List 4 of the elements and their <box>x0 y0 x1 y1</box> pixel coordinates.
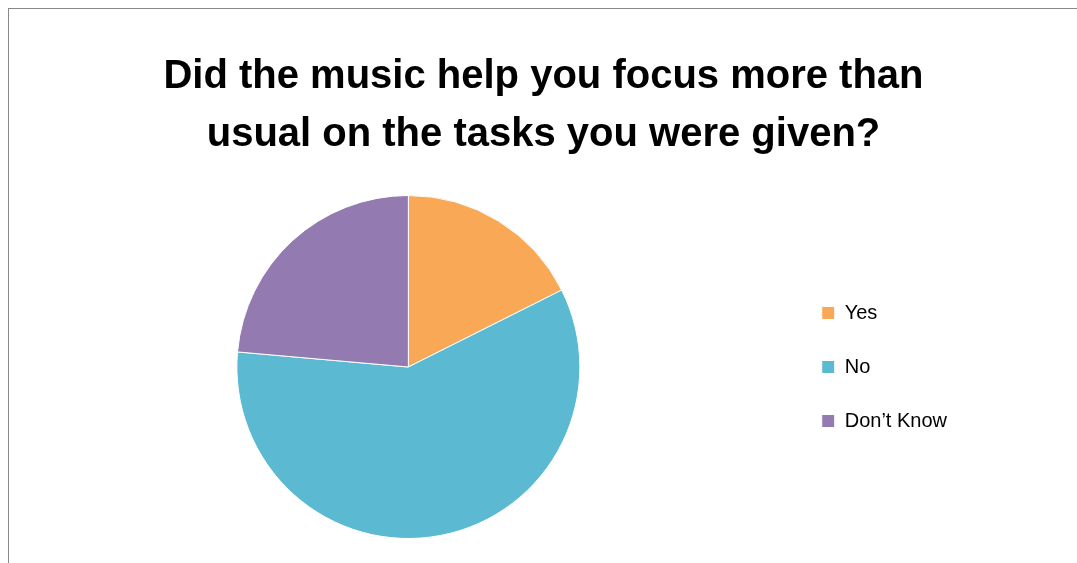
legend-label: Don’t Know <box>844 408 948 431</box>
legend-label: No <box>844 354 871 377</box>
legend-label: Yes <box>844 300 878 323</box>
chart-title: Did the music help you focus more than usual on the tasks you were given? <box>162 51 925 156</box>
